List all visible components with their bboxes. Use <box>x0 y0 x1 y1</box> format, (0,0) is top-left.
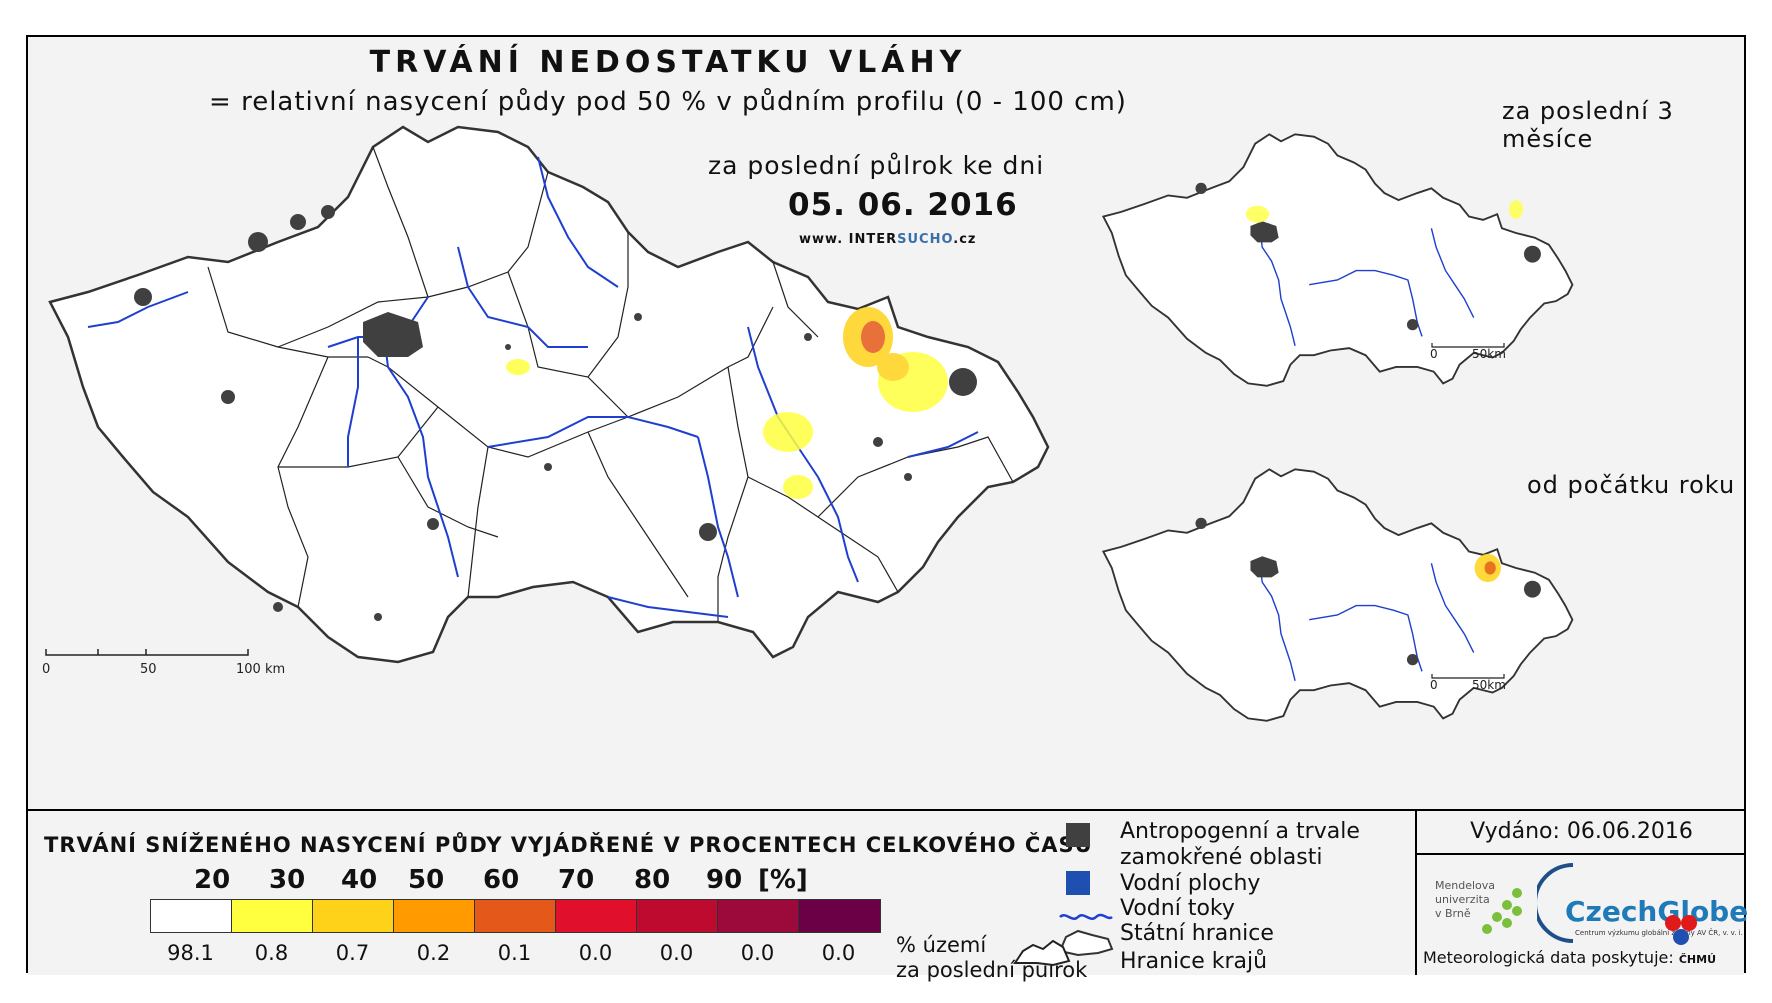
mendel-dots-logo <box>1482 888 1522 934</box>
region-border-key: Hranice krajů <box>1120 949 1268 974</box>
issuer-box: Vydáno: 06.06.2016 Mendelova univerzita … <box>1415 811 1749 975</box>
swatch-2 <box>313 900 394 932</box>
mendel-university-logo: Mendelova univerzita v Brně <box>1435 879 1496 920</box>
swatch-8 <box>799 900 880 932</box>
class-value-3: 0.2 <box>416 941 451 965</box>
inset-title-3-months: za poslední 3 měsíce <box>1502 97 1674 153</box>
inset-title-since-year-start: od počátku roku <box>1527 471 1736 499</box>
legend-swatches <box>150 899 881 933</box>
threshold-40: 40 <box>341 865 378 895</box>
website-link: www. INTERSUCHO.cz <box>799 232 977 247</box>
main-map-country-outline <box>48 125 1050 664</box>
inset2-scale-0: 0 <box>1430 678 1438 692</box>
inset1-scale-50: 50km <box>1472 347 1506 361</box>
map-title: TRVÁNÍ NEDOSTATKU VLÁHY <box>369 45 967 80</box>
map-frame: TRVÁNÍ NEDOSTATKU VLÁHY = relativní nasy… <box>26 35 1749 982</box>
map-key-symbols <box>1058 823 1114 957</box>
swatch-5 <box>556 900 637 932</box>
water-body-symbol <box>1066 871 1090 895</box>
main-scale-label-100: 100 km <box>236 662 285 677</box>
main-map-scale-bar <box>45 649 249 656</box>
region-border-symbol <box>1013 939 1071 967</box>
inset2-scale-50: 50km <box>1472 678 1506 692</box>
threshold-80: 80 <box>634 865 671 895</box>
river-symbol <box>1059 913 1113 920</box>
main-map-region-borders <box>207 146 1014 622</box>
class-value-2: 0.7 <box>335 941 370 965</box>
issued-date: Vydáno: 06.06.2016 <box>1417 811 1746 855</box>
threshold-90: 90 <box>706 865 743 895</box>
threshold-60: 60 <box>483 865 520 895</box>
map-date: 05. 06. 2016 <box>788 187 1018 223</box>
rivers-key: Vodní toky <box>1120 896 1235 921</box>
threshold-unit: [%] <box>758 865 808 895</box>
main-map: 0 50 100 km <box>42 125 1050 677</box>
class-value-5: 0.0 <box>578 941 613 965</box>
class-value-8: 0.0 <box>821 941 856 965</box>
threshold-50: 50 <box>408 865 445 895</box>
swatch-7 <box>718 900 799 932</box>
threshold-70: 70 <box>558 865 595 895</box>
inset-map-since-year-start <box>1101 468 1574 722</box>
class-value-1: 0.8 <box>254 941 289 965</box>
class-value-4: 0.1 <box>497 941 532 965</box>
urban-key: Antropogenní a trvale zamokřené oblasti <box>1120 819 1360 870</box>
period-label: za poslední půlrok ke dni <box>708 151 1045 180</box>
urban-area-symbol <box>1066 823 1090 847</box>
swatch-3 <box>394 900 475 932</box>
main-map-urban-areas <box>134 205 977 621</box>
legend-title: TRVÁNÍ SNÍŽENÉHO NASYCENÍ PŮDY VYJÁDŘENÉ… <box>44 833 1093 857</box>
inset1-scale-0: 0 <box>1430 347 1438 361</box>
main-map-drought-spots <box>506 307 948 499</box>
water-bodies-key: Vodní plochy <box>1120 871 1261 896</box>
meteo-data-label: Meteorologická data poskytuje: ČHMÚ <box>1423 948 1717 967</box>
threshold-20: 20 <box>194 865 231 895</box>
legend-values-note: % území za poslední půlrok <box>896 933 1088 982</box>
inset-map-3-months <box>1101 133 1574 387</box>
class-value-6: 0.0 <box>659 941 694 965</box>
map-subtitle: = relativní nasycení půdy pod 50 % v půd… <box>209 87 1127 117</box>
class-value-7: 0.0 <box>740 941 775 965</box>
main-scale-label-50: 50 <box>140 662 157 677</box>
chmu-logo-icon <box>1665 915 1697 945</box>
swatch-6 <box>637 900 718 932</box>
maps-canvas: 0 50 100 km 0 50km <box>42 125 1574 722</box>
swatch-1 <box>232 900 313 932</box>
main-scale-label-0: 0 <box>42 662 50 677</box>
czechglobe-subtitle: Centrum výzkumu globální změny AV ČR, v.… <box>1575 929 1743 937</box>
czechglobe-logo: CzechGlobe <box>1565 895 1749 928</box>
class-value-0: 98.1 <box>167 941 214 965</box>
czechglobe-arc-icon <box>1537 863 1574 943</box>
legend-area: TRVÁNÍ SNÍŽENÉHO NASYCENÍ PŮDY VYJÁDŘENÉ… <box>28 809 1749 982</box>
state-border-key: Státní hranice <box>1120 921 1274 946</box>
swatch-4 <box>475 900 556 932</box>
swatch-0 <box>151 900 232 932</box>
state-border-symbol <box>1058 929 1114 957</box>
threshold-30: 30 <box>269 865 306 895</box>
